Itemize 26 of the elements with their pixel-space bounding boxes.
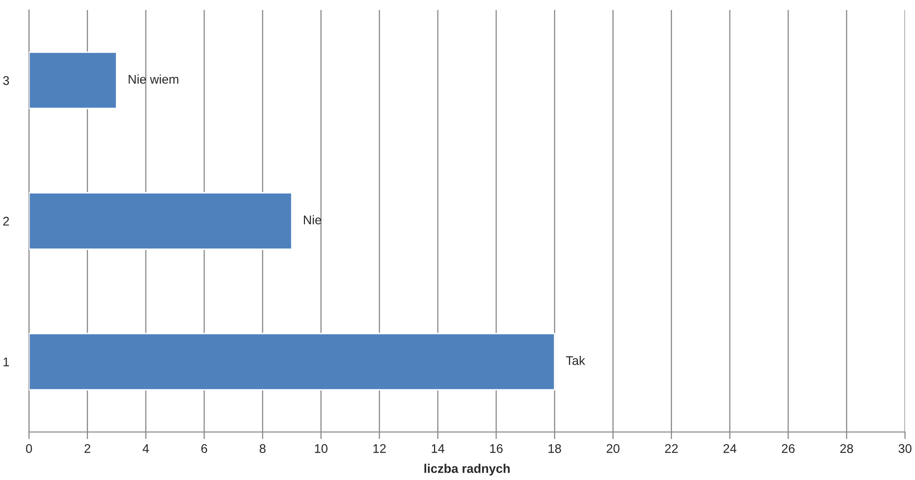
bar	[29, 192, 292, 250]
x-tick-label: 6	[201, 444, 208, 453]
x-tick-label: 28	[840, 444, 854, 453]
x-axis-title: liczba radnych	[424, 464, 510, 476]
x-tick-label: 26	[782, 444, 795, 453]
annotation: Nie wiem	[128, 74, 178, 84]
x-tick-label: 30	[898, 444, 912, 453]
annotation: Nie	[304, 215, 322, 224]
x-tick-label: 2	[84, 444, 90, 453]
bar	[29, 52, 118, 110]
y-tick-label: 3	[3, 76, 10, 85]
x-tick-label: 12	[373, 444, 386, 453]
x-tick-label: 10	[315, 444, 328, 453]
x-tick-label: 24	[723, 444, 736, 453]
x-tick-label: 4	[142, 444, 149, 453]
y-tick-label: 2	[3, 216, 9, 226]
x-tick-label: 0	[26, 444, 32, 453]
x-tick-label: 8	[260, 444, 266, 453]
x-tick-label: 20	[606, 444, 620, 453]
x-tick-label: 14	[432, 444, 444, 453]
x-tick-label: 18	[548, 444, 562, 453]
bar	[29, 332, 556, 390]
x-tick-label: 22	[665, 444, 678, 453]
y-tick-label: 1	[4, 358, 9, 366]
annotation: Tak	[566, 356, 586, 366]
x-tick-label: 16	[490, 444, 503, 453]
